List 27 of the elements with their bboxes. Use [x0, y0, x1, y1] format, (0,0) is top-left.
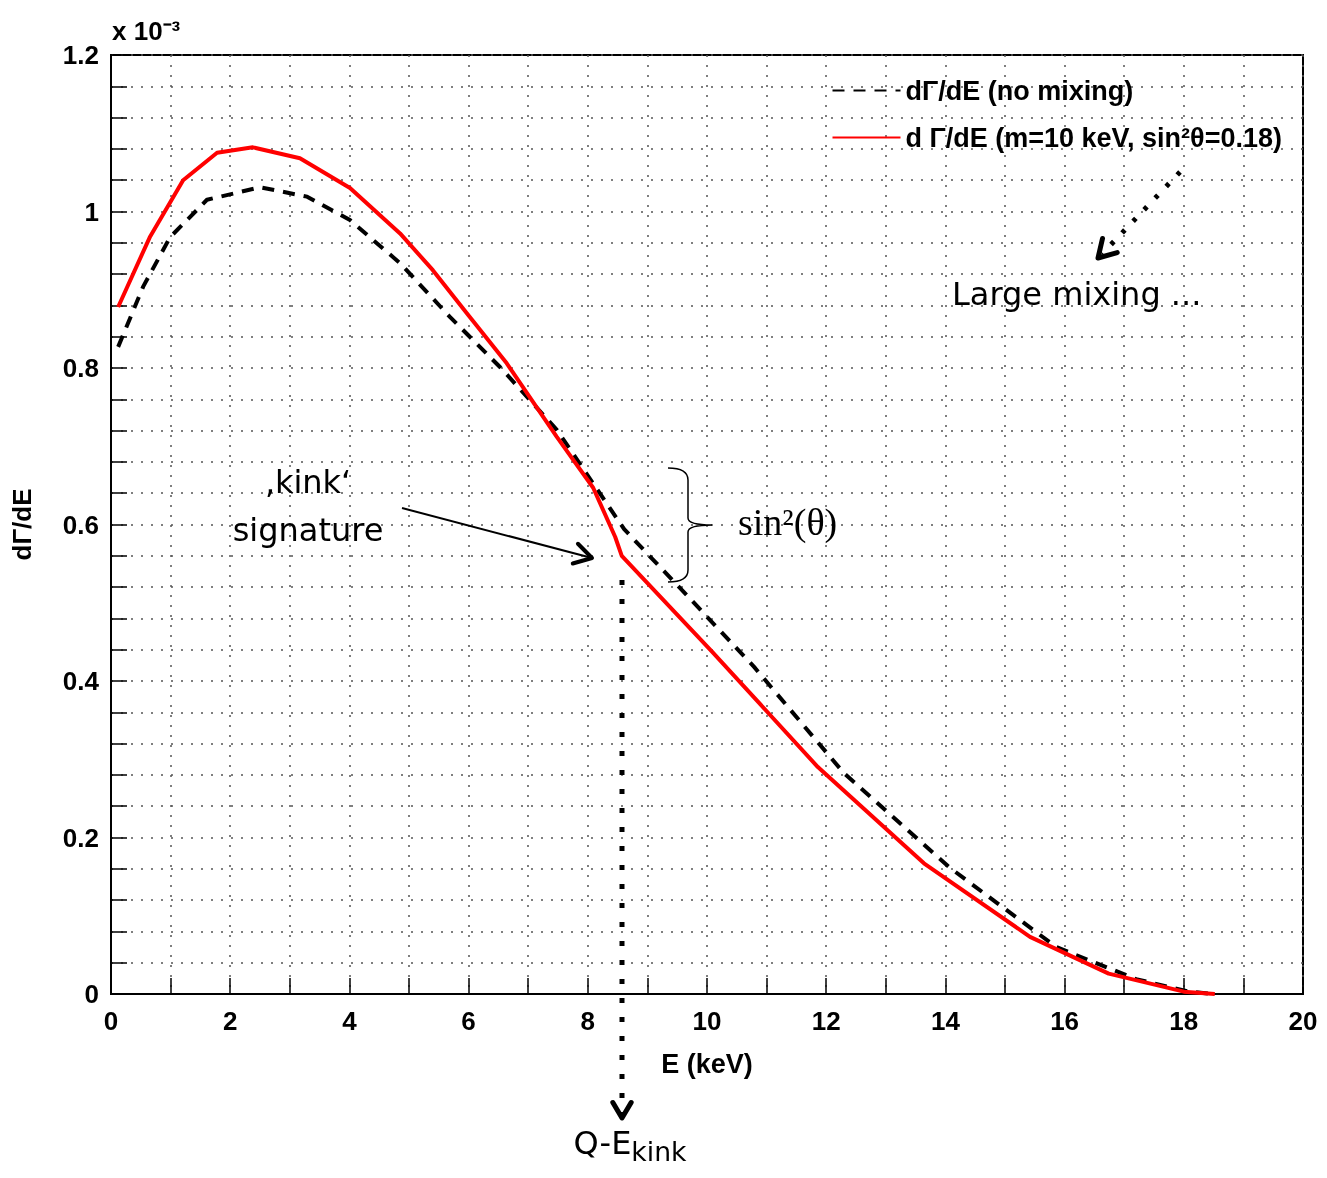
annotation: sin²(θ) — [738, 500, 838, 544]
x-tick-label: 10 — [692, 1006, 722, 1036]
y-tick-label: 0.2 — [62, 822, 99, 853]
text: x 10⁻³ — [112, 15, 181, 48]
x-tick-label: 8 — [580, 1006, 596, 1036]
y-tick-label: 0 — [84, 979, 99, 1009]
y-tick-label: 1.2 — [62, 40, 99, 70]
x-tick-label: 14 — [930, 1006, 961, 1036]
text: Q-E$_{kink}$ — [573, 1124, 687, 1168]
y-tick-label: 1 — [84, 196, 99, 227]
y-tick-label: 0.4 — [62, 666, 100, 696]
x-tick-label: 16 — [1050, 1006, 1080, 1036]
x-axis-title: E (keV) — [661, 1048, 753, 1079]
x-tick-label: 12 — [811, 1006, 841, 1036]
annotation: ‚kink‘ signature — [231, 462, 385, 551]
y-tick-label: 0.8 — [62, 353, 99, 383]
legend-label: dΓ/dE (no mixing) — [905, 75, 1134, 106]
y-axis-title: dΓ/dE — [7, 488, 37, 561]
x-tick-label: 4 — [342, 1006, 358, 1036]
x-tick-label: 20 — [1288, 1006, 1318, 1036]
legend-label: d Γ/dE (m=10 keV, sin²θ=0.18) — [905, 122, 1282, 153]
x-tick-label: 6 — [461, 1006, 476, 1036]
x-tick-label: 2 — [222, 1006, 238, 1036]
y-tick-label: 0.6 — [62, 509, 99, 540]
annotation: Large mixing ... — [952, 275, 1202, 313]
x-tick-label: 18 — [1169, 1006, 1199, 1036]
x-tick-label: 0 — [103, 1006, 119, 1036]
